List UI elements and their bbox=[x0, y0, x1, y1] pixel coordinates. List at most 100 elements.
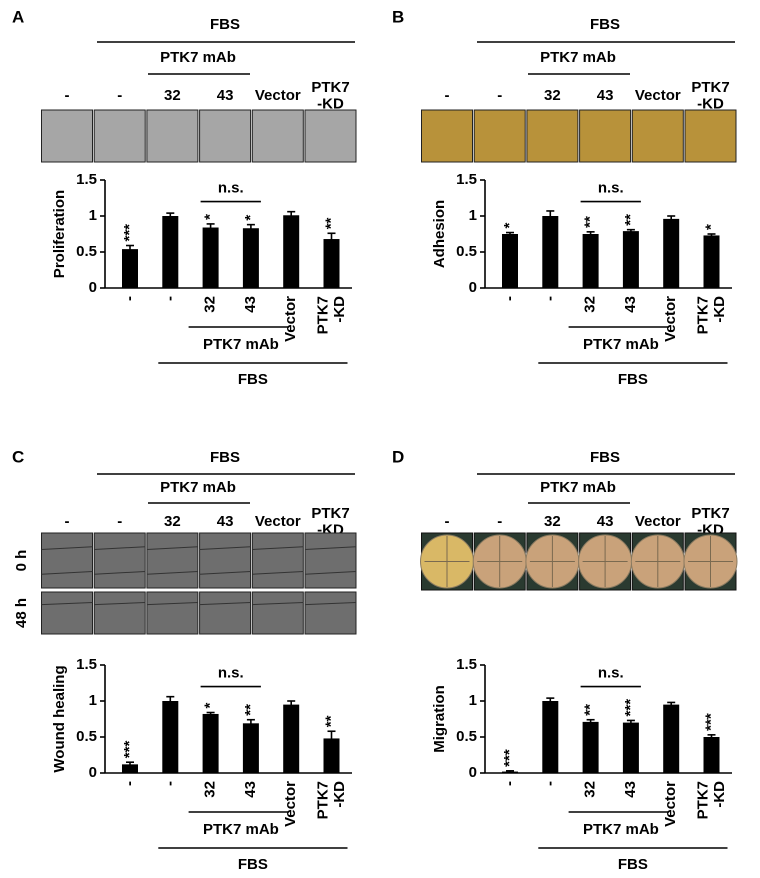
x-tick-label: PTK7-KD bbox=[314, 296, 348, 334]
image-detail bbox=[41, 602, 93, 606]
column-label: Vector bbox=[255, 513, 301, 530]
panel-label: D bbox=[392, 447, 404, 466]
significance-label: * bbox=[702, 224, 719, 230]
significance-label: * bbox=[202, 703, 219, 709]
x-tick-label: 32 bbox=[202, 781, 219, 798]
bar bbox=[242, 723, 259, 773]
bar bbox=[202, 713, 219, 773]
ns-label: n.s. bbox=[218, 665, 244, 682]
column-label: 32 bbox=[544, 513, 561, 530]
significance-label: ** bbox=[322, 217, 339, 229]
header-label: PTK7 mAb bbox=[540, 49, 616, 66]
x-tick-label: - bbox=[541, 296, 558, 301]
image-detail bbox=[41, 546, 93, 550]
header-label: FBS bbox=[210, 16, 240, 33]
image-detail bbox=[252, 546, 304, 550]
x-tick-label: - bbox=[161, 296, 178, 301]
y-axis-label: Proliferation bbox=[51, 190, 68, 278]
image-tile bbox=[631, 109, 684, 163]
significance-label: ** bbox=[582, 704, 599, 716]
header-label: FBS bbox=[590, 16, 620, 33]
column-label: - bbox=[65, 87, 70, 104]
image-tile bbox=[251, 109, 304, 163]
column-label: 43 bbox=[217, 513, 234, 530]
bar bbox=[582, 234, 599, 288]
ns-label: n.s. bbox=[218, 180, 244, 197]
image-tile bbox=[473, 109, 526, 163]
y-tick-label: 0 bbox=[469, 764, 477, 781]
image-tile bbox=[41, 109, 93, 163]
x-tick-label: Vector bbox=[662, 296, 679, 342]
group-label: FBS bbox=[238, 371, 268, 388]
column-label: Vector bbox=[255, 87, 301, 104]
x-tick-label: PTK7-KD bbox=[694, 296, 728, 334]
image-tile bbox=[199, 532, 252, 589]
significance-label: *** bbox=[702, 713, 719, 731]
x-tick-label: - bbox=[501, 296, 518, 301]
y-tick-label: 1.5 bbox=[456, 656, 477, 673]
x-tick-label: 32 bbox=[582, 296, 599, 313]
group-label: PTK7 mAb bbox=[203, 336, 279, 353]
image-tile bbox=[251, 591, 304, 635]
bar bbox=[122, 249, 138, 288]
y-tick-label: 0 bbox=[89, 764, 97, 781]
bar bbox=[663, 218, 680, 288]
image-detail bbox=[252, 571, 304, 575]
image-tile bbox=[579, 109, 632, 163]
bar bbox=[622, 722, 639, 773]
column-label: 43 bbox=[597, 87, 614, 104]
panel-label: A bbox=[12, 7, 24, 26]
y-tick-label: 1 bbox=[469, 207, 477, 224]
column-label: 32 bbox=[544, 87, 561, 104]
column-label: PTK7 -KD bbox=[311, 79, 349, 113]
header-label: FBS bbox=[210, 449, 240, 466]
bar bbox=[542, 216, 559, 288]
image-detail bbox=[199, 602, 251, 606]
bar bbox=[663, 704, 680, 773]
image-tile bbox=[199, 591, 252, 635]
image-detail bbox=[146, 546, 198, 550]
x-tick-label: PTK7-KD bbox=[314, 781, 348, 819]
image-detail bbox=[146, 571, 198, 575]
significance-label: *** bbox=[501, 749, 518, 767]
column-label: 32 bbox=[164, 87, 181, 104]
bar bbox=[703, 235, 720, 288]
column-label: 43 bbox=[597, 513, 614, 530]
panel-label: B bbox=[392, 7, 404, 26]
x-tick-label: 43 bbox=[242, 781, 259, 798]
x-tick-label: 43 bbox=[622, 296, 639, 313]
column-label: - bbox=[445, 87, 450, 104]
bar bbox=[323, 239, 340, 288]
bar bbox=[242, 228, 259, 288]
ns-label: n.s. bbox=[598, 665, 624, 682]
significance-label: *** bbox=[121, 741, 138, 759]
x-tick-label: - bbox=[121, 781, 138, 786]
image-tile bbox=[93, 532, 146, 589]
image-detail bbox=[252, 602, 304, 606]
group-label: FBS bbox=[238, 856, 268, 873]
significance-label: * bbox=[501, 223, 518, 229]
y-tick-label: 0.5 bbox=[456, 728, 477, 745]
y-tick-label: 0.5 bbox=[76, 728, 97, 745]
image-tile bbox=[146, 532, 199, 589]
column-label: 43 bbox=[217, 87, 234, 104]
image-tile bbox=[304, 532, 357, 589]
bar bbox=[703, 737, 720, 773]
image-detail bbox=[304, 602, 357, 606]
image-tile bbox=[146, 109, 199, 163]
x-tick-label: Vector bbox=[282, 781, 299, 827]
significance-label: * bbox=[242, 215, 259, 221]
x-tick-label: Vector bbox=[282, 296, 299, 342]
column-label: - bbox=[117, 87, 122, 104]
image-detail bbox=[41, 571, 93, 575]
image-tile bbox=[41, 532, 93, 589]
group-label: PTK7 mAb bbox=[203, 821, 279, 838]
significance-label: *** bbox=[622, 699, 639, 717]
y-tick-label: 1.5 bbox=[76, 656, 97, 673]
image-tile bbox=[251, 532, 304, 589]
row-label: 0 h bbox=[13, 550, 30, 572]
x-tick-label: - bbox=[161, 781, 178, 786]
bar bbox=[162, 216, 179, 288]
bar bbox=[582, 721, 599, 773]
y-tick-label: 1 bbox=[89, 207, 97, 224]
